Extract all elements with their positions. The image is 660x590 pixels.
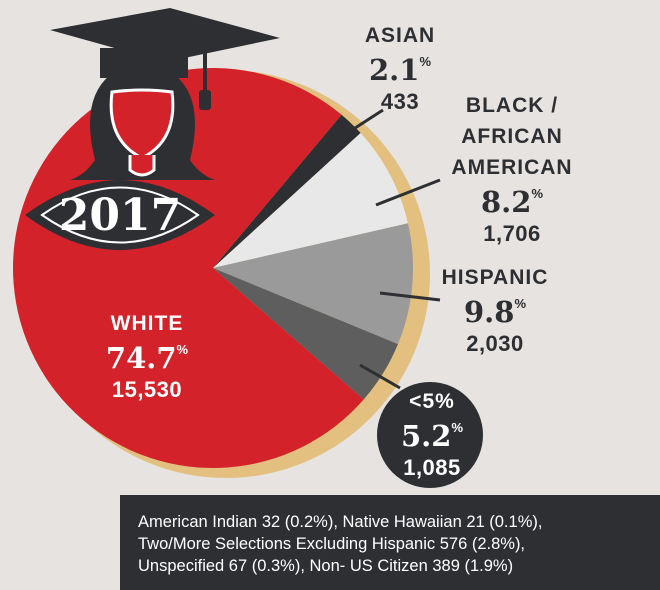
count-label: 15,530 xyxy=(111,377,183,402)
percent-label: 9.8 xyxy=(463,295,515,329)
leader-lines xyxy=(351,108,441,390)
count-label: 2,030 xyxy=(466,331,524,356)
leader-line xyxy=(379,291,441,302)
year-badge: 2017 xyxy=(59,190,181,241)
percent-unit: % xyxy=(451,420,464,435)
percent-value: 8.2% xyxy=(432,187,592,217)
percent-label: 74.7 xyxy=(105,341,177,375)
pie-slice xyxy=(213,223,413,345)
percent-label: 2.1 xyxy=(368,53,420,87)
percent-value: 2.1% xyxy=(365,55,435,85)
count-label: 433 xyxy=(380,89,420,114)
note-line: Unspecified 67 (0.3%), Non- US Citizen 3… xyxy=(138,557,514,575)
percent-label: 8.2 xyxy=(480,185,532,219)
percent-value: 9.8% xyxy=(442,297,549,327)
percent-value: 74.7% xyxy=(106,343,188,373)
slice-label: ASIAN 2.1% 433 xyxy=(365,20,435,113)
percent-unit: % xyxy=(514,296,527,311)
slice-label: <5% 5.2% 1,085 xyxy=(401,386,463,479)
graduate-icon: 2017 xyxy=(25,8,280,250)
category-name: WHITE xyxy=(110,312,184,335)
note-line: Two/More Selections Excluding Hispanic 5… xyxy=(138,535,526,553)
percent-value: 5.2% xyxy=(401,421,463,451)
percent-unit: % xyxy=(531,186,543,201)
pie-slice xyxy=(213,133,408,268)
category-name: <5% xyxy=(409,390,455,413)
count-label: 1,085 xyxy=(403,455,461,480)
note-line: American Indian 32 (0.2%), Native Hawaii… xyxy=(138,513,543,531)
leader-line xyxy=(351,108,384,132)
category-name: HISPANIC xyxy=(441,266,549,289)
percent-label: 5.2 xyxy=(400,419,452,453)
leader-line xyxy=(359,363,401,390)
slice-label: HISPANIC 9.8% 2,030 xyxy=(442,262,549,355)
percent-unit: % xyxy=(176,342,189,357)
small-group-bubble xyxy=(377,382,483,488)
category-name: ASIAN xyxy=(364,24,436,47)
pie-slice xyxy=(213,114,361,269)
leader-line xyxy=(375,178,441,207)
count-label: 1,706 xyxy=(483,221,541,246)
slice-label: BLACK / AFRICAN AMERICAN 8.2% 1,706 xyxy=(432,90,592,245)
pie-slice xyxy=(213,268,398,400)
category-name: BLACK / AFRICAN AMERICAN xyxy=(451,94,573,179)
slice-label: WHITE 74.7% 15,530 xyxy=(106,308,188,401)
footnote: American Indian 32 (0.2%), Native Hawaii… xyxy=(120,495,660,590)
percent-unit: % xyxy=(419,54,431,69)
